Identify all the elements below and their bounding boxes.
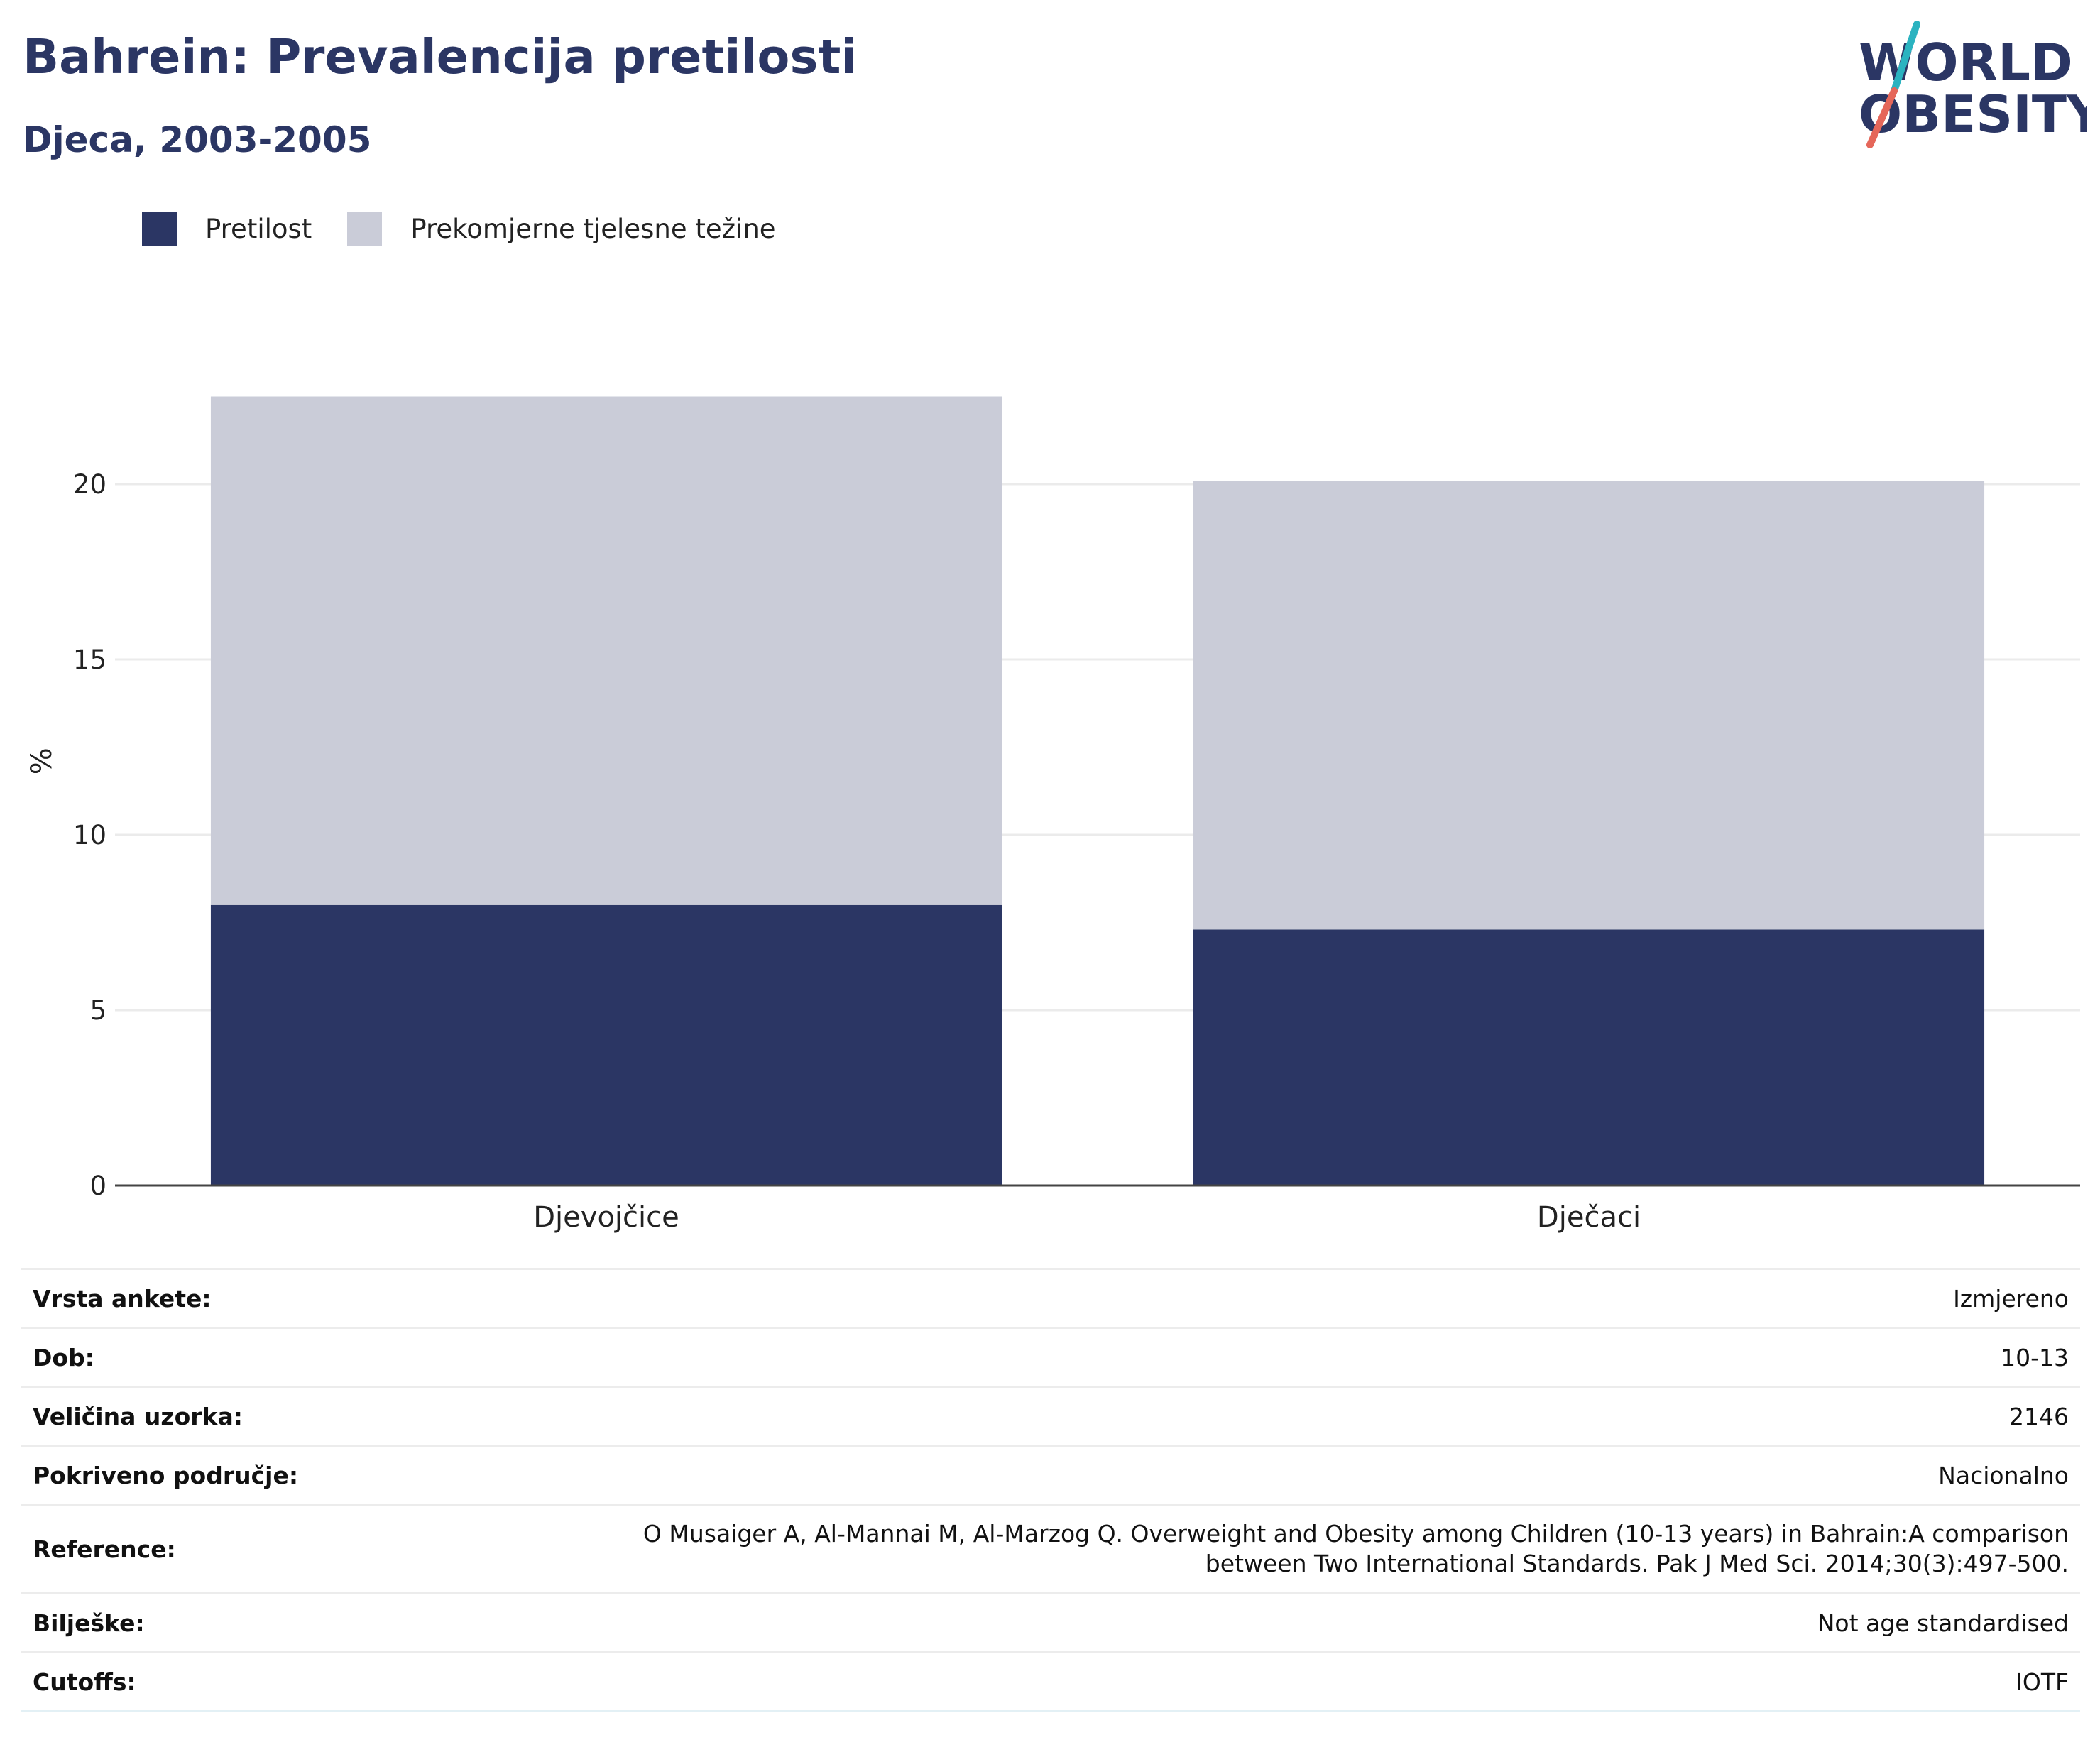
world-obesity-logo: WORLD OBESITY xyxy=(1859,21,2087,148)
logo-slash-top xyxy=(1891,21,1920,94)
legend-item-overweight[interactable]: Prekomjerne tjelesne težine xyxy=(347,211,776,246)
table-row-survey-type: Vrsta ankete: Izmjereno xyxy=(21,1268,2080,1328)
legend-label-obesity: Pretilost xyxy=(205,213,312,244)
table-row-reference: Reference: O Musaiger A, Al-Mannai M, Al… xyxy=(21,1504,2080,1594)
table-row-cutoffs: Cutoffs: IOTF xyxy=(21,1651,2080,1712)
table-row-notes: Bilješke: Not age standardised xyxy=(21,1592,2080,1653)
stacked-bar-chart: 0 5 10 15 20% Djevojčice Dječaci xyxy=(26,396,2080,1234)
logo-text-world: WORLD xyxy=(1859,33,2073,92)
y-tick-label: 0 xyxy=(89,1171,106,1201)
meta-key: Bilješke: xyxy=(21,1592,356,1653)
meta-key: Reference: xyxy=(21,1504,356,1594)
y-tick-label: 5 xyxy=(89,995,106,1026)
x-tick-label: Dječaci xyxy=(1537,1201,1641,1234)
legend-swatch-obesity xyxy=(142,211,177,246)
meta-key: Dob: xyxy=(21,1327,356,1387)
y-tick-label: 15 xyxy=(73,645,106,675)
bar-segment-overweight xyxy=(210,396,1002,905)
meta-value: 10-13 xyxy=(356,1327,2080,1387)
meta-value: 2146 xyxy=(356,1386,2080,1446)
chart-subtitle: Djeca, 2003-2005 xyxy=(23,119,372,160)
survey-info-table: Vrsta ankete: Izmjereno Dob: 10-13 Velič… xyxy=(21,1268,2080,1712)
bar-segment-obesity xyxy=(1193,929,1985,1185)
table-row-sample-size: Veličina uzorka: 2146 xyxy=(21,1386,2080,1446)
meta-key: Cutoffs: xyxy=(21,1651,356,1712)
table-row-age: Dob: 10-13 xyxy=(21,1327,2080,1387)
x-tick-label: Djevojčice xyxy=(533,1201,679,1234)
y-tick-label: 20 xyxy=(73,469,106,500)
legend-item-obesity[interactable]: Pretilost xyxy=(142,211,312,246)
meta-key: Veličina uzorka: xyxy=(21,1386,356,1446)
meta-value: Izmjereno xyxy=(356,1268,2080,1328)
reference-text: O Musaiger A, Al-Mannai M, Al-Marzog Q. … xyxy=(642,1520,2069,1577)
chart-legend: Pretilost Prekomjerne tjelesne težine xyxy=(142,210,811,247)
meta-key: Pokriveno područje: xyxy=(21,1445,356,1505)
chart-title: Bahrein: Prevalencija pretilosti xyxy=(23,29,858,84)
meta-value: IOTF xyxy=(356,1651,2080,1712)
logo-text-obesity: OBESITY xyxy=(1859,84,2087,144)
logo-slash-bottom xyxy=(1866,87,1898,148)
bar-segment-obesity xyxy=(210,904,1002,1185)
meta-value: Nacionalno xyxy=(356,1445,2080,1505)
legend-swatch-overweight xyxy=(347,211,383,246)
y-tick-label: 10 xyxy=(73,820,106,850)
legend-label-overweight: Prekomjerne tjelesne težine xyxy=(410,213,776,244)
meta-value: O Musaiger A, Al-Mannai M, Al-Marzog Q. … xyxy=(356,1504,2080,1594)
table-row-area-covered: Pokriveno područje: Nacionalno xyxy=(21,1445,2080,1505)
bar-segment-overweight xyxy=(1193,481,1985,930)
meta-value: Not age standardised xyxy=(356,1592,2080,1653)
meta-key: Vrsta ankete: xyxy=(21,1268,356,1328)
y-axis-title: % xyxy=(26,747,58,774)
